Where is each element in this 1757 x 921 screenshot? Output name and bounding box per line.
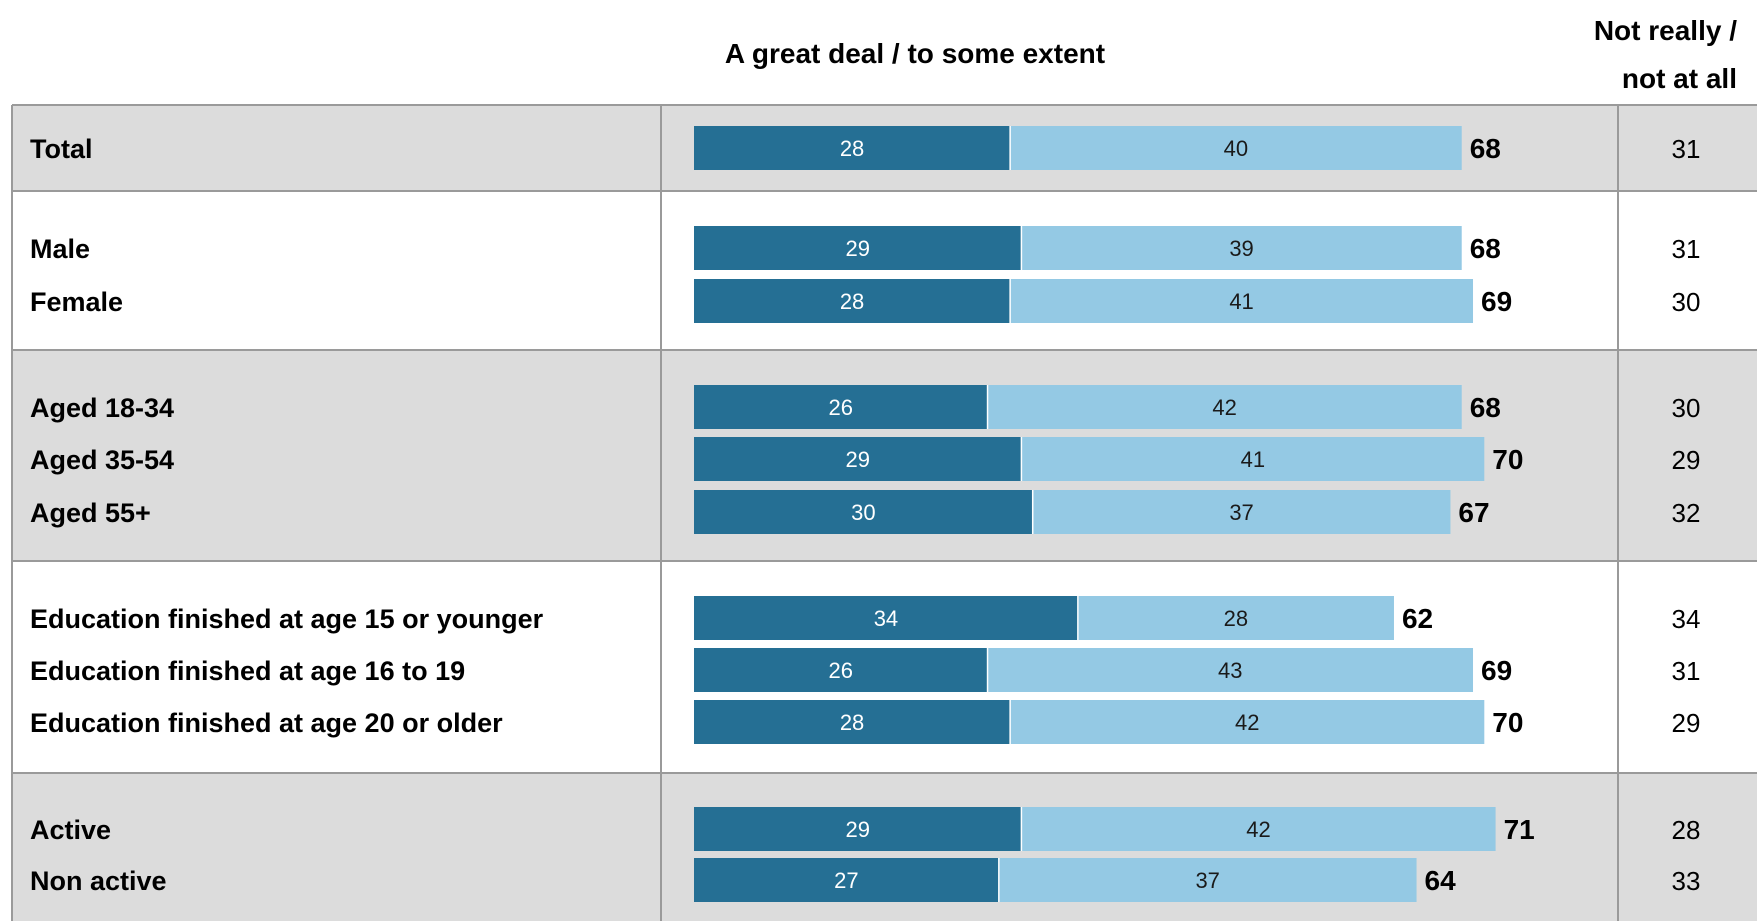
bar-segment-dark: [694, 596, 1078, 640]
value-label-dark: 34: [874, 606, 898, 631]
value-label-dark: 28: [840, 289, 864, 314]
row-label: Aged 35-54: [30, 445, 174, 475]
bar-segment-dark: [694, 279, 1011, 323]
row-label: Education finished at age 16 to 19: [30, 656, 465, 686]
value-label-dark: 27: [834, 868, 858, 893]
bar-segment-dark: [694, 490, 1033, 534]
value-label-dark: 30: [851, 500, 875, 525]
value-label-light: 42: [1212, 395, 1236, 420]
negative-value: 30: [1672, 287, 1701, 317]
value-label-light: 42: [1235, 710, 1259, 735]
value-label-light: 37: [1229, 500, 1253, 525]
row-label: Aged 55+: [30, 498, 151, 528]
value-label-dark: 28: [840, 136, 864, 161]
value-label-dark: 29: [845, 236, 869, 261]
bar-segment-light: [998, 858, 1417, 902]
bar-segment-dark: [694, 126, 1011, 170]
header-positive: A great deal / to some extent: [725, 38, 1105, 69]
value-label-dark: 28: [840, 710, 864, 735]
value-label-dark: 29: [845, 447, 869, 472]
negative-value: 30: [1672, 393, 1701, 423]
group-band: [12, 191, 1757, 350]
bar-segment-dark: [694, 700, 1011, 744]
negative-value: 32: [1672, 498, 1701, 528]
value-label-light: 41: [1241, 447, 1265, 472]
total-label: 71: [1504, 814, 1535, 845]
row-label: Active: [30, 815, 111, 845]
header-negative-line1: Not really /: [1594, 15, 1737, 46]
negative-value: 28: [1672, 815, 1701, 845]
value-label-dark: 26: [829, 658, 853, 683]
bar-segment-light: [1010, 700, 1485, 744]
negative-value: 34: [1672, 604, 1701, 634]
total-label: 67: [1458, 497, 1489, 528]
bar-segment-dark: [694, 807, 1022, 851]
negative-value: 29: [1672, 445, 1701, 475]
value-label-dark: 26: [829, 395, 853, 420]
value-label-light: 41: [1229, 289, 1253, 314]
bar-segment-light: [987, 648, 1474, 692]
negative-value: 29: [1672, 708, 1701, 738]
total-label: 68: [1470, 392, 1501, 423]
bar-segment-dark: [694, 648, 988, 692]
value-label-light: 40: [1224, 136, 1248, 161]
bar-segment-light: [1021, 807, 1496, 851]
bar-segment-light: [1021, 437, 1485, 481]
bar-segment-light: [1032, 490, 1451, 534]
total-label: 70: [1492, 707, 1523, 738]
value-label-light: 39: [1229, 236, 1253, 261]
row-label: Aged 18-34: [30, 393, 174, 423]
row-label: Total: [30, 134, 93, 164]
value-label-light: 43: [1218, 658, 1242, 683]
row-label: Male: [30, 234, 90, 264]
negative-value: 31: [1672, 656, 1701, 686]
total-label: 68: [1470, 233, 1501, 264]
bar-segment-light: [1010, 279, 1474, 323]
negative-value: 31: [1672, 134, 1701, 164]
bar-segment-dark: [694, 858, 999, 902]
total-label: 64: [1425, 865, 1457, 896]
total-label: 69: [1481, 286, 1512, 317]
total-label: 70: [1492, 444, 1523, 475]
bar-segment-light: [1077, 596, 1394, 640]
value-label-light: 37: [1195, 868, 1219, 893]
value-label-dark: 29: [845, 817, 869, 842]
value-label-light: 28: [1224, 606, 1248, 631]
row-label: Education finished at age 20 or older: [30, 708, 503, 738]
negative-value: 31: [1672, 234, 1701, 264]
bar-segment-light: [1021, 226, 1462, 270]
total-label: 62: [1402, 603, 1433, 634]
bar-segment-light: [1010, 126, 1462, 170]
row-label: Non active: [30, 866, 167, 896]
total-label: 69: [1481, 655, 1512, 686]
negative-value: 33: [1672, 866, 1701, 896]
bar-segment-dark: [694, 226, 1022, 270]
total-label: 68: [1470, 133, 1501, 164]
row-label: Female: [30, 287, 123, 317]
bar-segment-dark: [694, 437, 1022, 481]
row-label: Education finished at age 15 or younger: [30, 604, 544, 634]
bar-segment-light: [987, 385, 1462, 429]
value-label-light: 42: [1246, 817, 1270, 842]
header-negative-line2: not at all: [1622, 63, 1737, 94]
bar-segment-dark: [694, 385, 988, 429]
